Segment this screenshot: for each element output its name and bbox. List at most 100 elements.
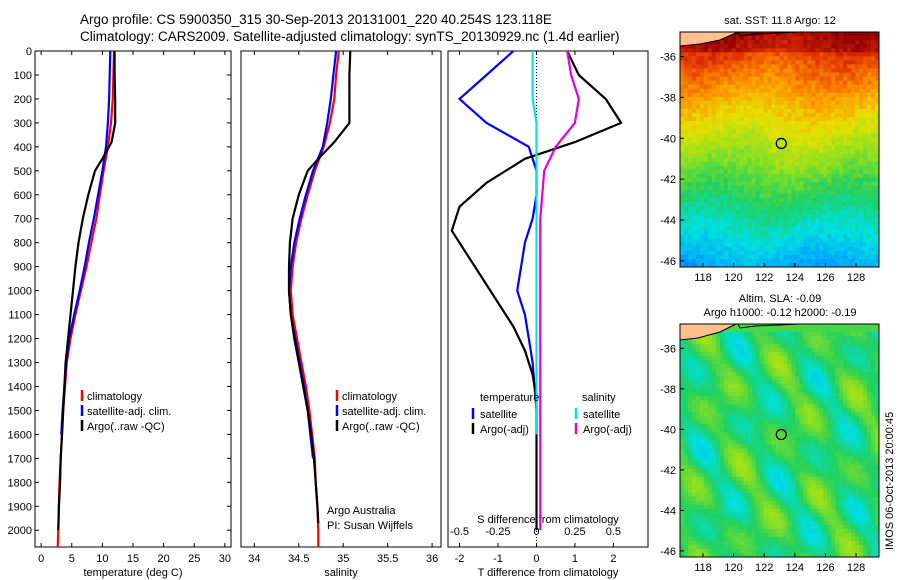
map-cell bbox=[695, 340, 701, 345]
map-cell bbox=[827, 384, 832, 389]
map-cell bbox=[815, 190, 820, 195]
map-cell bbox=[811, 424, 816, 429]
map-cell bbox=[819, 250, 824, 256]
map-cell bbox=[739, 32, 745, 37]
map-cell bbox=[755, 161, 760, 167]
map-cell bbox=[775, 80, 780, 86]
map-cell bbox=[703, 64, 709, 69]
map-cell bbox=[751, 412, 757, 417]
map-cell bbox=[843, 96, 848, 102]
map-cell bbox=[707, 254, 713, 260]
map-cell bbox=[751, 52, 757, 57]
map-cell bbox=[815, 104, 820, 110]
map-cell bbox=[799, 368, 804, 373]
map-cell bbox=[855, 408, 860, 413]
map-cell bbox=[843, 181, 848, 187]
map-cell bbox=[731, 254, 737, 260]
map-cell bbox=[803, 404, 808, 409]
map-cell bbox=[743, 48, 749, 53]
map-cell bbox=[775, 262, 780, 268]
map-cell bbox=[767, 432, 772, 437]
map-cell bbox=[755, 226, 760, 231]
map-cell bbox=[791, 181, 796, 187]
map-cell bbox=[839, 117, 844, 122]
map-cell bbox=[755, 464, 760, 470]
map-cell bbox=[707, 84, 713, 90]
map-cell bbox=[715, 262, 721, 268]
map-cell bbox=[871, 218, 876, 223]
map-cell bbox=[711, 88, 717, 94]
map-cell bbox=[819, 40, 824, 45]
map-cell bbox=[743, 408, 749, 413]
map-cell bbox=[691, 121, 697, 126]
map-cell bbox=[855, 84, 860, 90]
map-cell bbox=[691, 141, 697, 146]
map-cell bbox=[835, 108, 840, 114]
map-cell bbox=[835, 400, 840, 405]
map-cell bbox=[759, 452, 764, 457]
map-cell bbox=[847, 84, 852, 90]
top-x-axis-label: S difference from climatology bbox=[477, 514, 619, 526]
map-cell bbox=[680, 234, 685, 240]
map-cell bbox=[835, 420, 840, 425]
map-cell bbox=[819, 104, 824, 110]
map-cell bbox=[803, 56, 808, 61]
map-cell bbox=[763, 129, 768, 134]
map-cell bbox=[723, 226, 729, 231]
map-cell bbox=[771, 145, 776, 150]
map-cell bbox=[867, 328, 872, 333]
map-cell bbox=[823, 145, 828, 150]
map-cell bbox=[819, 242, 824, 248]
map-cell bbox=[827, 388, 832, 393]
map-cell bbox=[723, 72, 729, 77]
map-cell bbox=[783, 206, 788, 211]
map-cell bbox=[691, 428, 697, 433]
map-cell bbox=[819, 194, 824, 199]
map-cell bbox=[799, 392, 804, 397]
map-cell bbox=[839, 84, 844, 90]
map-cell bbox=[703, 222, 709, 227]
map-cell bbox=[803, 185, 808, 191]
map-cell bbox=[707, 388, 713, 393]
map-cell bbox=[851, 88, 856, 94]
map-cell bbox=[863, 404, 868, 409]
map-cell bbox=[811, 32, 816, 37]
map-cell bbox=[727, 340, 733, 345]
map-cell bbox=[855, 416, 860, 421]
map-cell bbox=[855, 117, 860, 122]
map-cell bbox=[855, 88, 860, 94]
map-cell bbox=[771, 206, 776, 211]
map-cell bbox=[755, 108, 760, 114]
map-cell bbox=[775, 165, 780, 171]
map-cell bbox=[811, 218, 816, 223]
map-cell bbox=[871, 258, 876, 264]
map-cell bbox=[707, 202, 713, 207]
map-cell bbox=[867, 262, 872, 268]
panel-frame-1 bbox=[34, 50, 232, 548]
map-cell bbox=[711, 364, 717, 369]
map-cell bbox=[847, 230, 852, 235]
map-cell bbox=[727, 84, 733, 90]
map-cell bbox=[795, 416, 800, 421]
map-cell bbox=[803, 190, 808, 195]
map-cell bbox=[711, 145, 717, 150]
map-cell bbox=[703, 388, 709, 393]
map-cell bbox=[763, 48, 768, 53]
map-cell bbox=[795, 190, 800, 195]
map-cell bbox=[831, 392, 836, 397]
map-cell bbox=[843, 80, 848, 86]
map-cell bbox=[875, 194, 880, 199]
map-cell bbox=[775, 392, 780, 397]
map-cell bbox=[875, 336, 880, 341]
map-cell bbox=[723, 400, 729, 405]
map-cell bbox=[727, 356, 733, 361]
map-cell bbox=[871, 456, 876, 461]
map-cell bbox=[739, 258, 745, 264]
map-cell bbox=[707, 141, 713, 146]
map-cell bbox=[835, 360, 840, 365]
map-cell bbox=[855, 242, 860, 248]
map-cell bbox=[763, 141, 768, 146]
map-cell bbox=[739, 88, 745, 94]
map-cell bbox=[691, 210, 697, 215]
map-cell bbox=[835, 36, 840, 41]
